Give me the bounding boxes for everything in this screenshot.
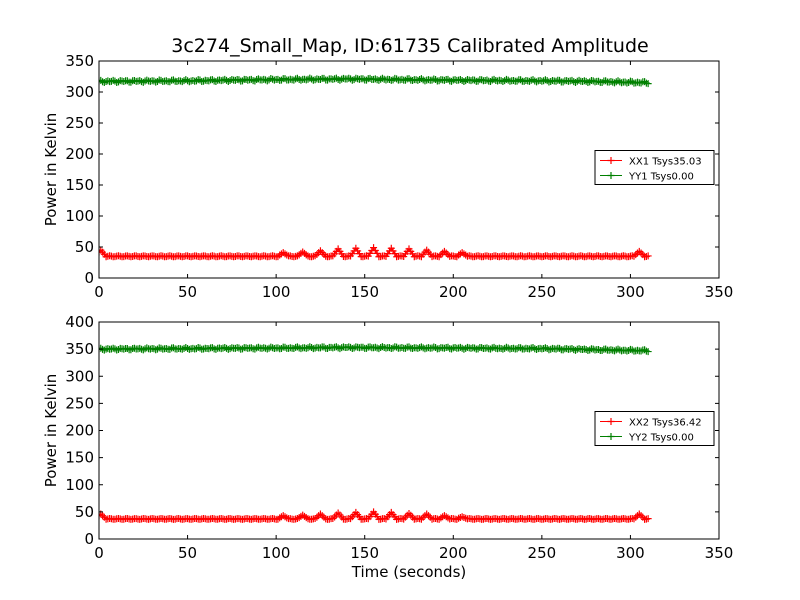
legend-marker (607, 433, 615, 440)
data-point (644, 515, 652, 523)
y-tick-label: 250 (65, 114, 94, 132)
x-axis-label: Time (seconds) (351, 563, 467, 581)
y-tick-label: 50 (75, 503, 94, 521)
y-tick-label: 150 (65, 449, 94, 467)
y-tick-label: 0 (84, 530, 94, 548)
series-xx1 (99, 244, 652, 261)
x-tick-label: 300 (616, 283, 645, 301)
x-tick-label: 200 (439, 283, 468, 301)
series-xx2 (99, 508, 652, 523)
y-tick-label: 350 (65, 340, 94, 358)
y-tick-label: 200 (65, 145, 94, 163)
y-tick-label: 100 (65, 476, 94, 494)
y-axis-label: Power in Kelvin (42, 374, 60, 488)
series-yy2 (99, 343, 652, 356)
x-tick-label: 350 (705, 544, 734, 562)
plot-panels: 0 50 100 150 200 250 300 350 0 50 100 150 200 250 300 3… (42, 52, 733, 581)
x-tick-label: 50 (178, 544, 197, 562)
legend-label: YY1 Tsys0.00 (628, 172, 694, 183)
legend: XX2 Tsys36.42 YY2 Tsys0.00 (594, 411, 715, 446)
x-tick-label: 150 (350, 544, 379, 562)
x-tick-label: 250 (528, 283, 557, 301)
legend-box (594, 411, 715, 446)
x-tick-label: 300 (616, 544, 645, 562)
y-tick-label: 250 (65, 394, 94, 412)
y-tick-label: 200 (65, 422, 94, 440)
x-tick-label: 0 (94, 544, 104, 562)
legend-label: YY2 Tsys0.00 (628, 433, 694, 444)
x-tick-label: 150 (350, 283, 379, 301)
y-tick-label: 400 (65, 313, 94, 331)
x-tick-label: 100 (262, 544, 291, 562)
x-tick-label: 0 (94, 283, 104, 301)
legend-label: XX2 Tsys36.42 (629, 418, 702, 429)
legend-marker (607, 172, 615, 179)
x-tick-label: 200 (439, 544, 468, 562)
y-axis-label: Power in Kelvin (42, 113, 60, 227)
legend-marker (607, 418, 615, 425)
y-tick-label: 350 (65, 52, 94, 70)
data-point (644, 80, 652, 88)
legend-label: XX1 Tsys35.03 (629, 157, 702, 168)
subplot-1: 0 50 100 150 200 250 300 350 0 50 100 150 200 250 300 3… (42, 52, 733, 301)
data-point (644, 348, 652, 356)
legend: XX1 Tsys35.03 YY1 Tsys0.00 (594, 150, 715, 185)
y-tick-label: 50 (75, 238, 94, 256)
figure-title: 3c274_Small_Map, ID:61735 Calibrated Amp… (171, 35, 648, 57)
y-tick-label: 100 (65, 207, 94, 225)
plot-frame (98, 60, 720, 279)
x-tick-label: 350 (705, 283, 734, 301)
y-tick-label: 0 (84, 269, 94, 287)
y-tick-label: 300 (65, 367, 94, 385)
x-tick-label: 100 (262, 283, 291, 301)
legend-box (594, 150, 715, 185)
subplot-2: 0 50 100 150 200 250 300 350 0 50 100 150 200 250 300 3… (42, 313, 733, 581)
legend-marker (607, 157, 615, 164)
y-tick-label: 300 (65, 83, 94, 101)
data-point (644, 252, 652, 260)
x-tick-label: 50 (178, 283, 197, 301)
x-tick-label: 250 (528, 544, 557, 562)
series-yy1 (99, 74, 652, 88)
y-tick-label: 150 (65, 176, 94, 194)
